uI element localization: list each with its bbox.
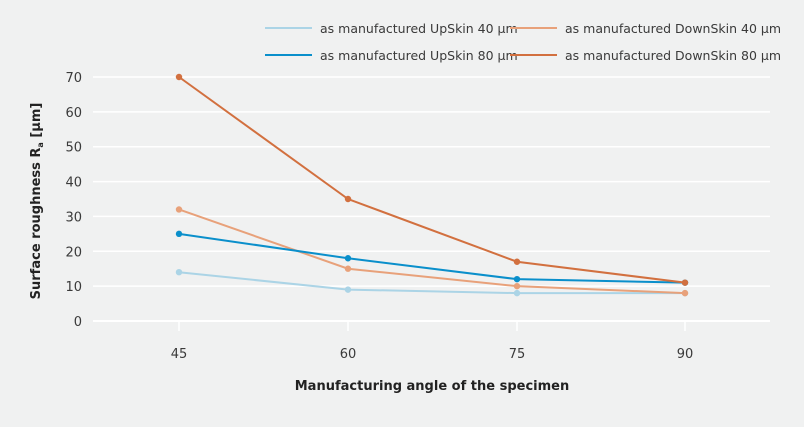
data-point xyxy=(344,265,352,272)
data-point xyxy=(175,230,183,238)
data-point xyxy=(681,289,689,297)
legend-label: as manufactured DownSkin 40 µm xyxy=(565,21,781,36)
x-tick-label: 45 xyxy=(171,347,188,362)
y-tick-label: 60 xyxy=(65,106,82,121)
y-axis-label-unit: [µm] xyxy=(29,103,44,143)
data-point xyxy=(513,289,521,297)
series-line xyxy=(178,232,686,284)
data-point xyxy=(175,269,183,276)
series-line xyxy=(178,76,686,284)
series-1 xyxy=(175,206,689,297)
y-axis-label: Surface roughness Ra [µm] xyxy=(29,103,45,300)
y-tick-label: 10 xyxy=(65,280,82,295)
grid-lines xyxy=(93,76,770,322)
x-tick-label: 90 xyxy=(677,347,694,362)
x-tick-label: 75 xyxy=(509,347,526,362)
data-point xyxy=(175,206,183,213)
y-tick-label: 20 xyxy=(65,245,82,260)
legend-label: as manufactured DownSkin 80 µm xyxy=(565,48,781,63)
y-tick-label: 30 xyxy=(65,210,82,225)
x-axis-label: Manufacturing angle of the specimen xyxy=(295,379,569,394)
legend: as manufactured UpSkin 40 µm as manufactu… xyxy=(265,21,781,63)
x-tick-label: 60 xyxy=(340,347,357,362)
x-axis-ticks: 45 60 75 90 xyxy=(171,321,694,362)
y-axis-ticks: 0 10 20 30 40 50 60 70 xyxy=(65,71,82,330)
legend-label: as manufactured UpSkin 40 µm xyxy=(320,21,518,36)
series-lines xyxy=(175,73,689,297)
y-axis-label-main: Surface roughness R xyxy=(29,148,44,300)
data-point xyxy=(681,279,689,286)
series-line xyxy=(178,208,686,295)
data-point xyxy=(513,258,521,265)
data-point xyxy=(344,255,352,262)
data-point xyxy=(513,282,521,290)
y-axis-label-sub: a xyxy=(36,142,45,147)
data-point xyxy=(344,286,352,293)
y-tick-label: 40 xyxy=(65,176,82,191)
legend-label: as manufactured UpSkin 80 µm xyxy=(320,48,518,63)
series-3 xyxy=(175,73,689,286)
data-point xyxy=(344,195,352,203)
y-tick-label: 50 xyxy=(65,141,82,156)
y-tick-label: 70 xyxy=(65,71,82,86)
data-point xyxy=(513,275,521,283)
series-line xyxy=(178,271,685,295)
y-tick-label: 0 xyxy=(74,315,82,330)
data-point xyxy=(175,73,183,81)
